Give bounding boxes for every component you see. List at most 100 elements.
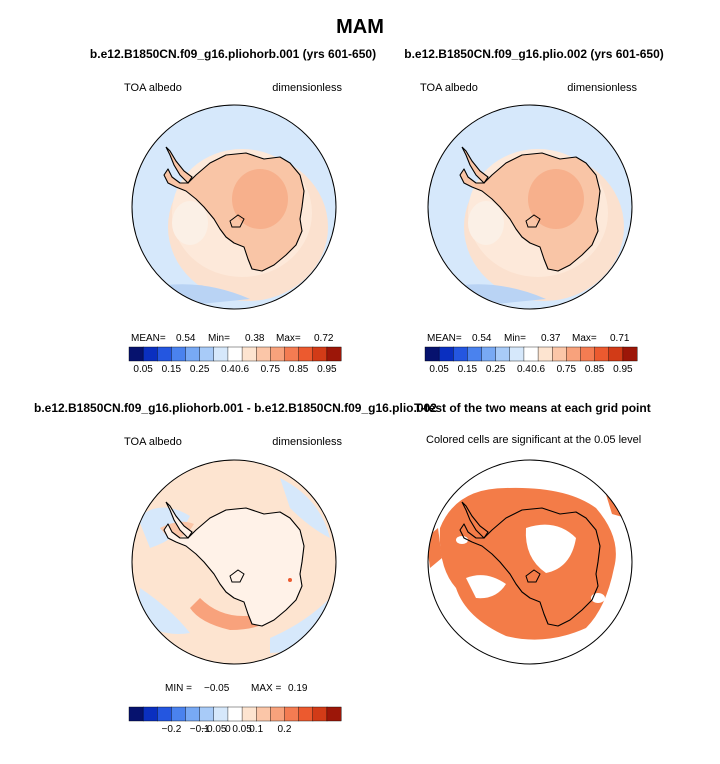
ice-shelf-outline [525,214,541,228]
map-border [131,104,337,310]
colorbar-tick-label: 0.75 [556,364,577,375]
panel-subtitle: Colored cells are significant at the 0.0… [426,434,642,446]
min-label: Min= [504,333,526,344]
colorbar-tick-label: 0.85 [584,364,605,375]
colorbar-tick-label: 0.95 [317,364,337,375]
min-value: −0.05 [204,683,230,694]
high-albedo-core [232,169,288,229]
colorbar-swatch [509,346,525,362]
antarctica-coastline [163,507,305,627]
colorbar-swatch [481,346,497,362]
ice-patch [172,201,208,245]
max-value: 0.71 [610,333,630,344]
variable-label: TOA albedo [124,436,182,448]
min-value: 0.37 [541,333,561,344]
map-layer [428,105,632,309]
antarctica-coastline [459,152,601,272]
mean-label: MEAN= [427,333,462,344]
colorbar-tick-label: −0.05 [201,724,227,735]
peninsula-coastline [165,501,193,539]
antarctica-coastline [459,507,601,627]
peninsula-coastline [461,146,489,184]
colorbar-tick-label: 0.05 [133,364,153,375]
colorbar-swatch [438,346,454,362]
colorbar-tick-label: 0.4 [220,364,235,375]
colorbar-tick-label: 0.1 [249,724,264,735]
colorbar-swatch [424,346,440,362]
colorbar-tick-label: 0.05 [232,724,252,735]
colorbar-tick-label: 0.2 [277,724,292,735]
map-border [427,459,633,665]
figure-title: MAM [336,16,384,38]
max-value: 0.72 [314,333,334,344]
polar-map [131,104,337,310]
colorbar-swatch [157,706,172,722]
colorbar-swatch [142,346,158,362]
colorbar-tick-label: 0.05 [429,364,449,375]
mean-label: MEAN= [131,333,166,344]
colorbar-tick-label: 0.85 [288,364,309,375]
colorbar-tick-label: 0.4 [516,364,531,375]
colorbar-swatch [312,346,328,362]
colorbar-swatch [185,706,201,722]
colorbar-swatch [284,706,300,722]
peninsula-coastline [461,501,489,539]
colorbar-swatch [255,346,271,362]
colorbar-ticks: 0.05 0.15 0.25 0.4 0.6 0.75 0.85 0.95 [129,364,341,378]
colorbar-swatch [199,346,215,362]
colorbar [128,346,342,362]
colorbar-swatch [566,346,581,362]
colorbar-swatch [171,346,187,362]
high-albedo-core [528,169,584,229]
colorbar-swatch [241,706,257,722]
colorbar-tick-label: 0.15 [457,364,478,375]
colorbar-tick-label: 0 [225,724,231,735]
colorbar-tick-label: 0.6 [235,364,250,375]
polar-map [427,459,633,665]
colorbar [424,346,638,362]
peninsula-coastline [165,146,193,184]
panel-title: b.e12.B1850CN.f09_g16.pliohorb.001 - b.e… [34,401,437,415]
ice-shelf-outline [229,214,245,228]
min-value: 0.38 [245,333,265,344]
colorbar-tick-label: 0.95 [613,364,633,375]
units-label: dimensionless [567,82,637,94]
polar-map [131,459,337,665]
min-label: MIN = [165,683,192,694]
colorbar-swatch [185,346,201,362]
colorbar-swatch [171,706,187,722]
colorbar-swatch [326,346,342,362]
antarctica-coastline [163,152,305,272]
colorbar-swatch [551,346,567,362]
colorbar-swatch [326,706,342,722]
colorbar-swatch [142,706,158,722]
max-label: Max= [572,333,597,344]
polar-map [427,104,633,310]
ice-shelf-outline [229,569,245,583]
colorbar-tick-label: −0.1 [189,724,210,735]
mean-value: 0.54 [176,333,196,344]
colorbar-swatch [255,706,271,722]
colorbar-swatch [227,706,243,722]
mean-value: 0.54 [472,333,492,344]
max-label: MAX = [251,683,282,694]
colorbar-swatch [227,346,243,362]
non-significant-hole [525,524,576,573]
colorbar-swatch [622,346,638,362]
colorbar-swatch [270,706,285,722]
colorbar-ticks: 0.05 0.15 0.25 0.4 0.6 0.75 0.85 0.95 [425,364,637,378]
colorbar-swatch [241,346,257,362]
colorbar-swatch [495,346,511,362]
map-layer [132,460,336,664]
colorbar-swatch [284,346,300,362]
colorbar-swatch [213,346,229,362]
colorbar-tick-label: 0.6 [531,364,546,375]
max-value: 0.19 [288,683,308,694]
colorbar-swatch [128,346,144,362]
colorbar-tick-label: 0.75 [260,364,281,375]
significant-region [439,487,616,640]
map-border [427,104,633,310]
min-label: Min= [208,333,230,344]
ice-sheet-diff [164,508,304,626]
colorbar-swatch [453,346,468,362]
